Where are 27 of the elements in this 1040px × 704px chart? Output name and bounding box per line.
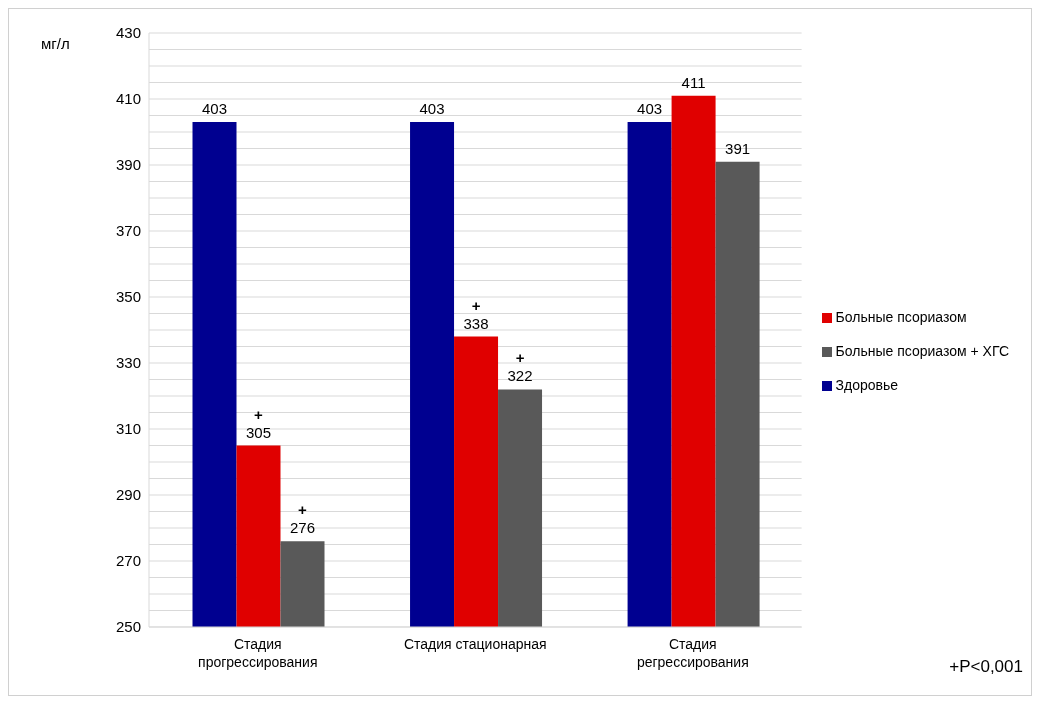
x-tick-label: Стадия регрессирования bbox=[636, 636, 749, 670]
y-tick-label: 270 bbox=[115, 552, 141, 570]
y-tick-label: 370 bbox=[115, 222, 141, 240]
y-tick-label: 410 bbox=[115, 90, 141, 108]
data-label: 403 bbox=[201, 100, 228, 118]
y-tick-label: 250 bbox=[115, 618, 141, 636]
y-tick-label: 350 bbox=[115, 288, 141, 306]
data-label: + 276 bbox=[289, 501, 316, 537]
y-axis-title: мг/л bbox=[41, 35, 70, 52]
data-label: 411 bbox=[681, 73, 706, 91]
legend-label: Больные псориазом bbox=[835, 309, 967, 325]
text: +P<0,001 bbox=[949, 657, 1023, 677]
legend-label: Здоровье bbox=[835, 377, 899, 393]
y-tick-label: 310 bbox=[115, 420, 141, 438]
data-label: + 338 bbox=[463, 296, 489, 332]
data-label: + 305 bbox=[245, 405, 272, 441]
y-tick-label: 290 bbox=[115, 486, 141, 504]
data-label: + 322 bbox=[507, 349, 533, 385]
legend-label: Больные псориазом + ХГС bbox=[835, 343, 1009, 359]
x-tick-label: Стадия прогрессирования bbox=[198, 636, 318, 670]
x-tick-label: Стадия стационарная bbox=[403, 636, 547, 652]
data-label: 391 bbox=[725, 139, 751, 157]
y-tick-label: 430 bbox=[115, 24, 141, 42]
data-label: 403 bbox=[637, 100, 663, 118]
y-tick-label: 330 bbox=[115, 354, 141, 372]
y-tick-label: 390 bbox=[115, 156, 141, 174]
data-label: 403 bbox=[419, 100, 445, 118]
